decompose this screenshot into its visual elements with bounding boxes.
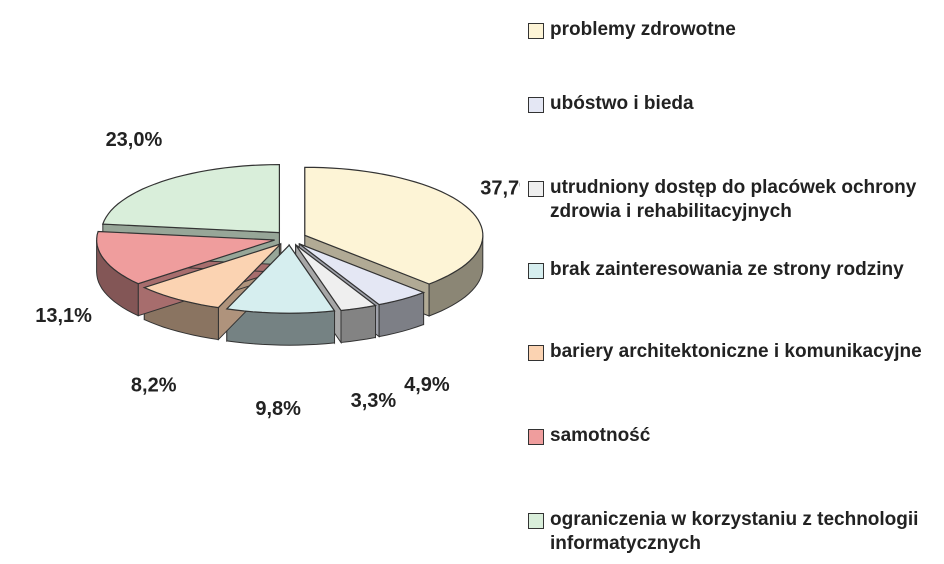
data-label: 23,0% bbox=[106, 129, 163, 151]
pie-area: 37,7% 4,9% 3,3% 9,8% 8,2% 13,1% 23,0% bbox=[35, 129, 520, 420]
data-label: 37,7% bbox=[480, 177, 520, 199]
slice bbox=[142, 243, 282, 309]
legend-entry: utrudniony dostęp do placówek ochrony zd… bbox=[528, 176, 944, 224]
legend-swatch bbox=[528, 513, 544, 529]
legend-label: samotność bbox=[550, 425, 651, 446]
legend-entry: bariery architektoniczne i komunikacyjne bbox=[528, 340, 944, 364]
legend-entry: ograniczenia w korzystaniu z technologii… bbox=[528, 508, 944, 556]
slice bbox=[225, 244, 336, 314]
data-label: 4,9% bbox=[404, 374, 450, 396]
legend-entry: samotność bbox=[528, 424, 944, 448]
legend-swatch bbox=[528, 23, 544, 39]
slice bbox=[295, 244, 377, 312]
slice bbox=[96, 230, 275, 285]
slice bbox=[298, 243, 426, 306]
data-label: 9,8% bbox=[255, 398, 301, 420]
legend-label: utrudniony dostęp do placówek ochrony zd… bbox=[550, 177, 917, 222]
legend-swatch bbox=[528, 429, 544, 445]
legend-swatch bbox=[528, 181, 544, 197]
data-label: 13,1% bbox=[35, 305, 92, 327]
legend-entry: brak zainteresowania ze strony rodziny bbox=[528, 258, 944, 282]
slice bbox=[101, 163, 281, 234]
legend-swatch bbox=[528, 97, 544, 113]
legend-swatch bbox=[528, 345, 544, 361]
legend-entry: problemy zdrowotne bbox=[528, 18, 944, 42]
slice bbox=[304, 166, 484, 285]
legend-label: bariery architektoniczne i komunikacyjne bbox=[550, 341, 922, 362]
legend-swatch bbox=[528, 263, 544, 279]
legend-label: ograniczenia w korzystaniu z technologii… bbox=[550, 509, 919, 554]
slice-side bbox=[340, 304, 376, 344]
data-label: 3,3% bbox=[351, 390, 397, 412]
legend-label: problemy zdrowotne bbox=[550, 19, 736, 40]
legend-label: ubóstwo i bieda bbox=[550, 93, 694, 114]
legend-label: brak zainteresowania ze strony rodziny bbox=[550, 259, 904, 280]
legend-entry: ubóstwo i bieda bbox=[528, 92, 944, 116]
data-label: 8,2% bbox=[131, 374, 177, 396]
